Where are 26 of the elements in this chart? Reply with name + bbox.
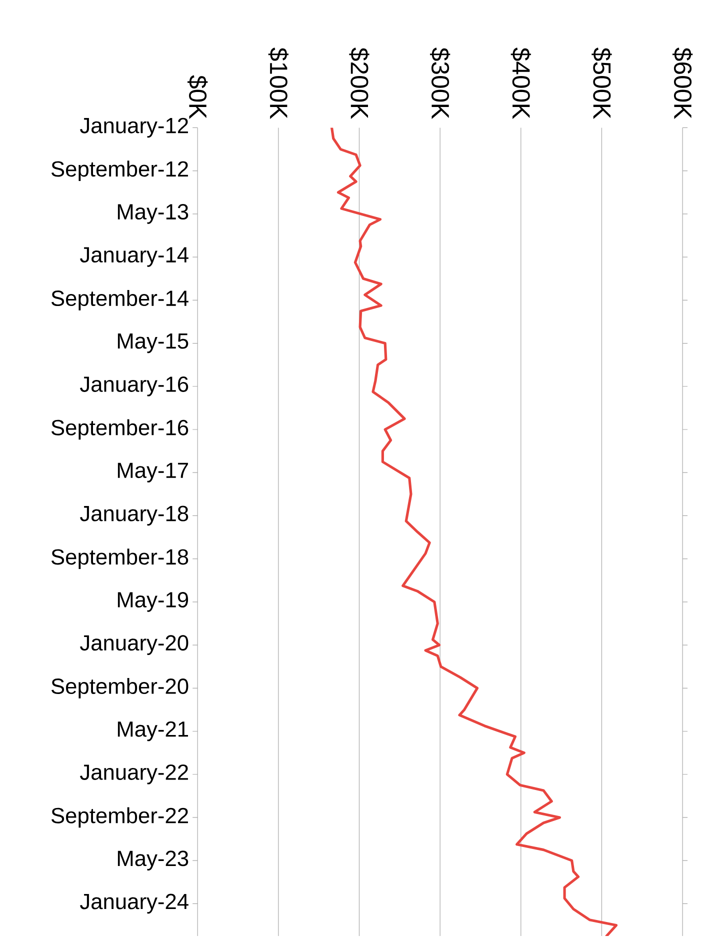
- y-tick-label: September-14: [52, 290, 189, 310]
- y-tick-label: May-23: [118, 850, 188, 870]
- y-tick-label: January-18: [80, 506, 188, 526]
- y-tick-label: May-19: [118, 592, 188, 612]
- x-tick-label: $400K: [511, 48, 532, 119]
- y-tick-label: January-16: [80, 376, 188, 396]
- y-tick-label: January-20: [80, 635, 188, 655]
- y-tick-label: September-18: [52, 548, 188, 570]
- x-tick-label: $0K: [188, 75, 208, 119]
- y-tick-label: September-20: [52, 678, 188, 698]
- x-tick-label: $500K: [592, 48, 612, 119]
- x-tick-label: $200K: [349, 48, 370, 119]
- y-tick-label: January-22: [80, 764, 188, 784]
- y-tick-label: January-14: [80, 247, 189, 267]
- y-tick-label: May-17: [118, 462, 188, 482]
- y-tick-label: January-12: [80, 118, 188, 138]
- y-tick-label: September-22: [52, 807, 188, 828]
- x-tick-label: $100K: [268, 48, 289, 119]
- y-tick-label: January-24: [80, 894, 189, 914]
- y-tick-label: May-13: [118, 204, 188, 224]
- x-tick-label: $600K: [672, 48, 693, 119]
- y-tick-label: September-12: [52, 160, 188, 182]
- y-tick-label: September-16: [52, 419, 188, 440]
- y-tick-label: May-21: [118, 721, 188, 742]
- x-tick-label: $300K: [430, 48, 450, 119]
- y-tick-label: May-15: [118, 333, 188, 354]
